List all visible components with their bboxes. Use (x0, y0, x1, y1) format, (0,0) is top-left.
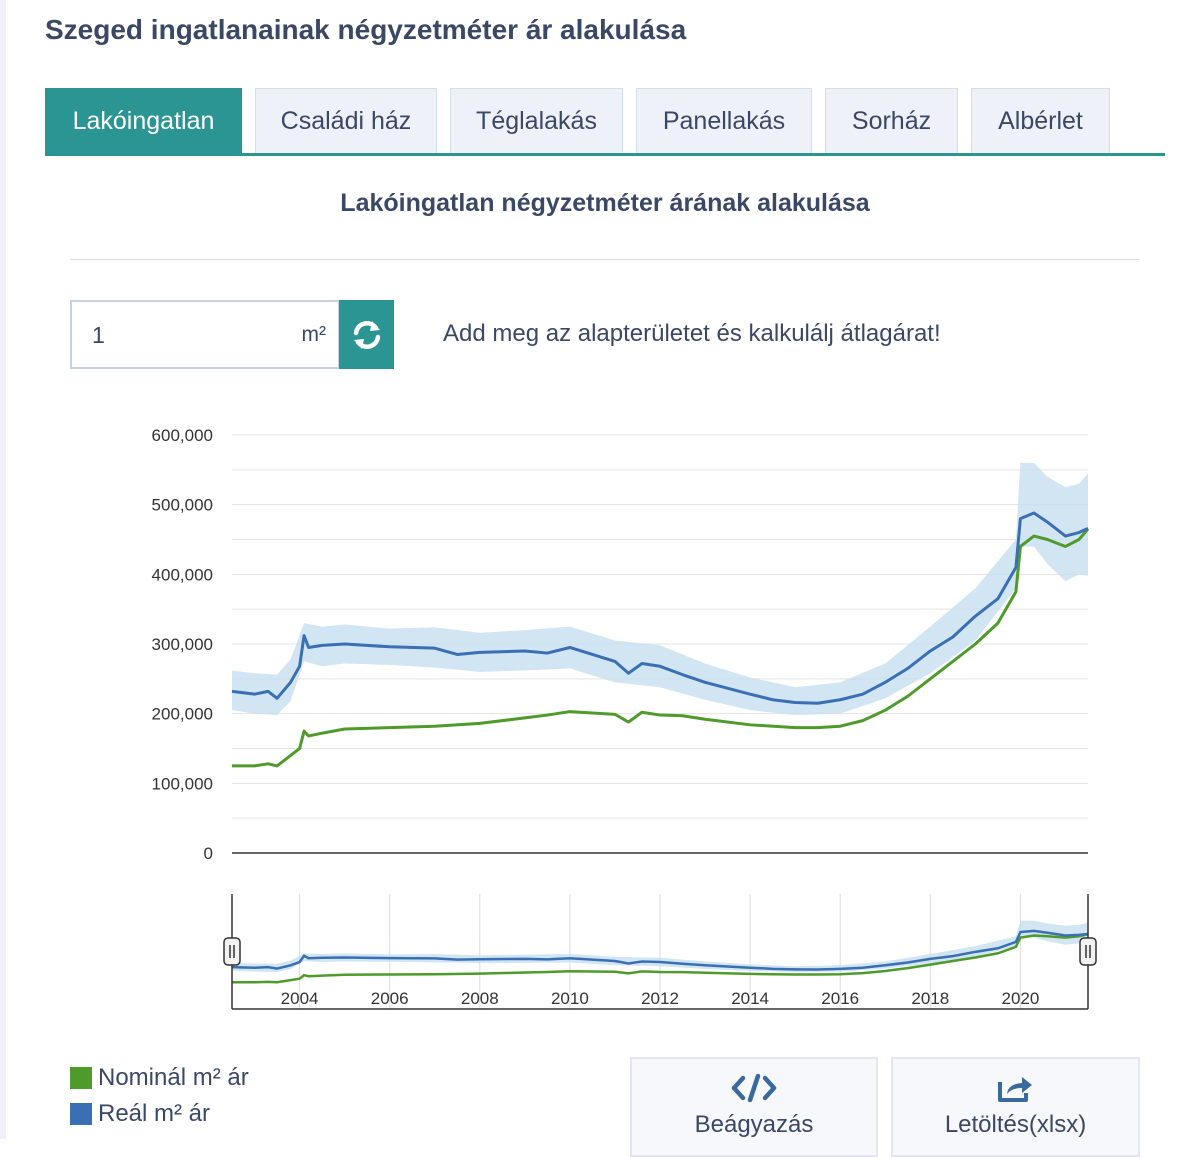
download-button[interactable]: Letöltés(xlsx) (891, 1057, 1140, 1157)
tab-teglalakas[interactable]: Téglalakás (450, 88, 623, 153)
navigator-tick-label: 2004 (281, 989, 319, 1008)
confidence-band (232, 462, 1088, 716)
legend: Nominál m² ár Reál m² ár (70, 1060, 249, 1132)
refresh-icon (353, 320, 380, 349)
legend-label-nominal: Nominál m² ár (98, 1064, 249, 1091)
navigator-tick-label: 2012 (641, 989, 679, 1008)
left-border (0, 0, 6, 1139)
area-unit: m² (301, 323, 327, 346)
embed-label: Beágyazás (694, 1111, 814, 1138)
series-line-nominal (232, 528, 1090, 768)
share-export-icon (997, 1077, 1032, 1102)
y-tick-label: 100,000 (152, 774, 213, 793)
y-tick-label: 400,000 (152, 565, 213, 584)
navigator-tick-label: 2006 (371, 989, 409, 1008)
area-value[interactable]: 1 (92, 322, 105, 348)
divider (70, 259, 1140, 260)
calc-hint: Add meg az alapterületet és kalkulálj át… (443, 320, 941, 347)
legend-swatch-real (70, 1103, 92, 1125)
legend-swatch-nominal (70, 1067, 92, 1089)
navigator-tick-label: 2018 (911, 989, 949, 1008)
navigator-line-nominal (232, 932, 1089, 984)
navigator-tick-label: 2016 (821, 989, 859, 1008)
y-tick-label: 500,000 (152, 496, 213, 515)
embed-button[interactable]: Beágyazás (630, 1057, 878, 1157)
legend-label-real: Reál m² ár (98, 1100, 211, 1127)
navigator-handle-right[interactable] (1079, 937, 1097, 966)
legend-item-real[interactable]: Reál m² ár (70, 1096, 249, 1132)
tab-bar: Lakóingatlan Családi ház Téglalakás Pane… (45, 88, 1165, 156)
tab-csaladi-haz[interactable]: Családi ház (255, 88, 437, 153)
code-icon (731, 1073, 777, 1103)
download-label: Letöltés(xlsx) (944, 1111, 1087, 1138)
navigator-tick-label: 2008 (461, 989, 499, 1008)
tab-panellakas[interactable]: Panellakás (636, 88, 812, 153)
tab-lakoingatlan[interactable]: Lakóingatlan (45, 88, 242, 153)
navigator-line-real (231, 929, 1089, 971)
navigator-handle-left[interactable] (223, 937, 241, 966)
y-tick-label: 600,000 (152, 426, 213, 445)
y-tick-label: 0 (204, 844, 213, 863)
area-input[interactable]: 1 m² (70, 300, 340, 369)
legend-item-nominal[interactable]: Nominál m² ár (70, 1060, 249, 1096)
y-tick-label: 200,000 (152, 705, 213, 724)
series-line-real (231, 511, 1089, 705)
tab-alberlet[interactable]: Albérlet (971, 88, 1110, 153)
range-navigator[interactable]: 2004 2006 2008 2010 2012 2014 2016 2018 2020 (0, 880, 1200, 1020)
chart-title: Lakóingatlan négyzetméter árának alakulá… (340, 189, 870, 217)
navigator-tick-label: 2010 (551, 989, 589, 1008)
navigator-tick-label: 2020 (1002, 989, 1040, 1008)
price-chart: 0 100,000 200,000 300,000 400,000 500,000 600,… (152, 426, 1090, 863)
tab-sorhaz[interactable]: Sorház (825, 88, 958, 153)
navigator-tick-label: 2014 (731, 989, 769, 1008)
page-title: Szeged ingatlanainak négyzetméter ár ala… (45, 14, 687, 45)
y-tick-label: 300,000 (152, 635, 213, 654)
refresh-button[interactable] (339, 300, 394, 369)
